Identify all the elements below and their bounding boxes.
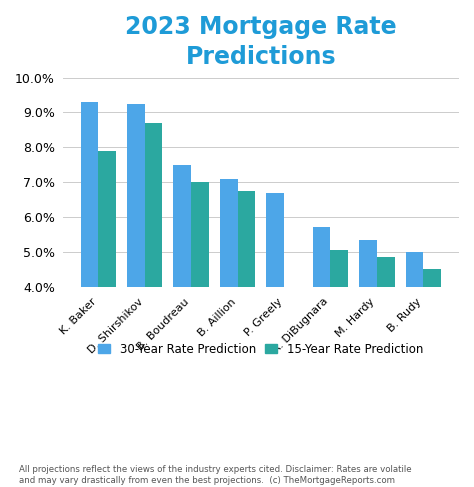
Bar	[423, 269, 441, 287]
Bar	[127, 104, 145, 287]
Bar	[220, 179, 237, 287]
Bar	[406, 252, 423, 287]
Bar	[330, 250, 348, 287]
Legend: 30-Year Rate Prediction, 15-Year Rate Prediction: 30-Year Rate Prediction, 15-Year Rate Pr…	[94, 338, 428, 360]
Bar	[377, 257, 394, 287]
Bar	[313, 227, 330, 287]
Title: 2023 Mortgage Rate
Predictions: 2023 Mortgage Rate Predictions	[125, 15, 397, 69]
Bar	[173, 165, 191, 287]
Text: All projections reflect the views of the industry experts cited. Disclaimer: Rat: All projections reflect the views of the…	[19, 465, 411, 485]
Bar	[359, 240, 377, 287]
Bar	[237, 191, 255, 287]
Bar	[81, 102, 98, 287]
Bar	[266, 192, 284, 287]
Bar	[191, 182, 209, 287]
Bar	[145, 123, 162, 287]
Bar	[98, 151, 116, 287]
